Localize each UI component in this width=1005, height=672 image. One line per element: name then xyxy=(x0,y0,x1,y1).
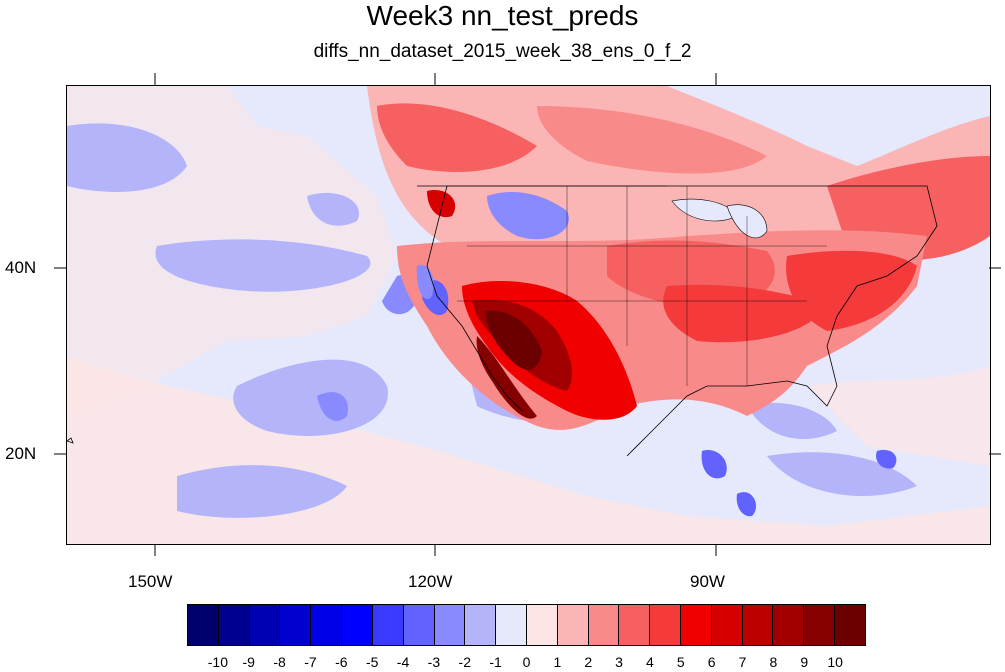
colorbar-swatch xyxy=(434,605,466,645)
colorbar-swatch xyxy=(280,605,312,645)
colorbar-swatch xyxy=(526,605,558,645)
figure-subtitle: diffs_nn_dataset_2015_week_38_ens_0_f_2 xyxy=(313,41,692,62)
lon-label-150w: 150W xyxy=(128,572,173,591)
colorbar-swatch xyxy=(372,605,404,645)
colorbar-swatch xyxy=(342,605,373,645)
colorbar-swatch xyxy=(249,605,281,645)
lat-label-40n: 40N xyxy=(5,258,37,277)
colorbar-swatch xyxy=(403,605,435,645)
colorbar-swatch xyxy=(465,605,497,645)
colorbar-label: 2 xyxy=(584,654,593,670)
colorbar-swatch xyxy=(804,605,836,645)
colorbar-label: 8 xyxy=(769,654,778,670)
colorbar-label: -2 xyxy=(458,654,471,670)
colorbar-swatch xyxy=(496,605,527,645)
colorbar-label: -1 xyxy=(489,654,502,670)
colorbar-swatch xyxy=(835,605,865,645)
colorbar-label: -8 xyxy=(273,654,286,670)
colorbar-label: 0 xyxy=(522,654,531,670)
anomaly-map xyxy=(66,85,991,545)
colorbar-swatch xyxy=(619,605,651,645)
colorbar-label: 3 xyxy=(615,654,623,670)
figure-title: Week3 nn_test_preds xyxy=(366,0,639,31)
colorbar-label: 1 xyxy=(553,654,562,670)
colorbar-label: -7 xyxy=(304,654,317,670)
colorbar-swatch xyxy=(742,605,774,645)
colorbar-label: -4 xyxy=(396,654,410,670)
colorbar-swatch xyxy=(218,605,250,645)
colorbar-swatch xyxy=(188,605,219,645)
colorbar-swatch xyxy=(588,605,620,645)
colorbar xyxy=(187,604,866,648)
colorbar-label: -9 xyxy=(242,654,255,670)
colorbar-swatch xyxy=(557,605,589,645)
colorbar-label: 6 xyxy=(707,654,716,670)
lat-label-20n: 20N xyxy=(5,444,37,463)
colorbar-swatch xyxy=(681,605,712,645)
colorbar-swatches xyxy=(187,604,866,646)
colorbar-label: 5 xyxy=(676,654,685,670)
colorbar-label: 10 xyxy=(827,654,843,670)
lon-label-120w: 120W xyxy=(408,572,453,591)
colorbar-swatch xyxy=(711,605,743,645)
colorbar-label: -10 xyxy=(207,654,228,670)
colorbar-swatch xyxy=(311,605,343,645)
colorbar-label: 4 xyxy=(646,654,654,670)
colorbar-label: -5 xyxy=(365,654,379,670)
colorbar-swatch xyxy=(650,605,681,645)
colorbar-swatch xyxy=(773,605,805,645)
colorbar-label: 9 xyxy=(800,654,809,670)
colorbar-label: -3 xyxy=(427,654,441,670)
colorbar-label: 7 xyxy=(738,654,747,670)
colorbar-label: -6 xyxy=(335,654,348,670)
lon-label-90w: 90W xyxy=(690,572,725,591)
